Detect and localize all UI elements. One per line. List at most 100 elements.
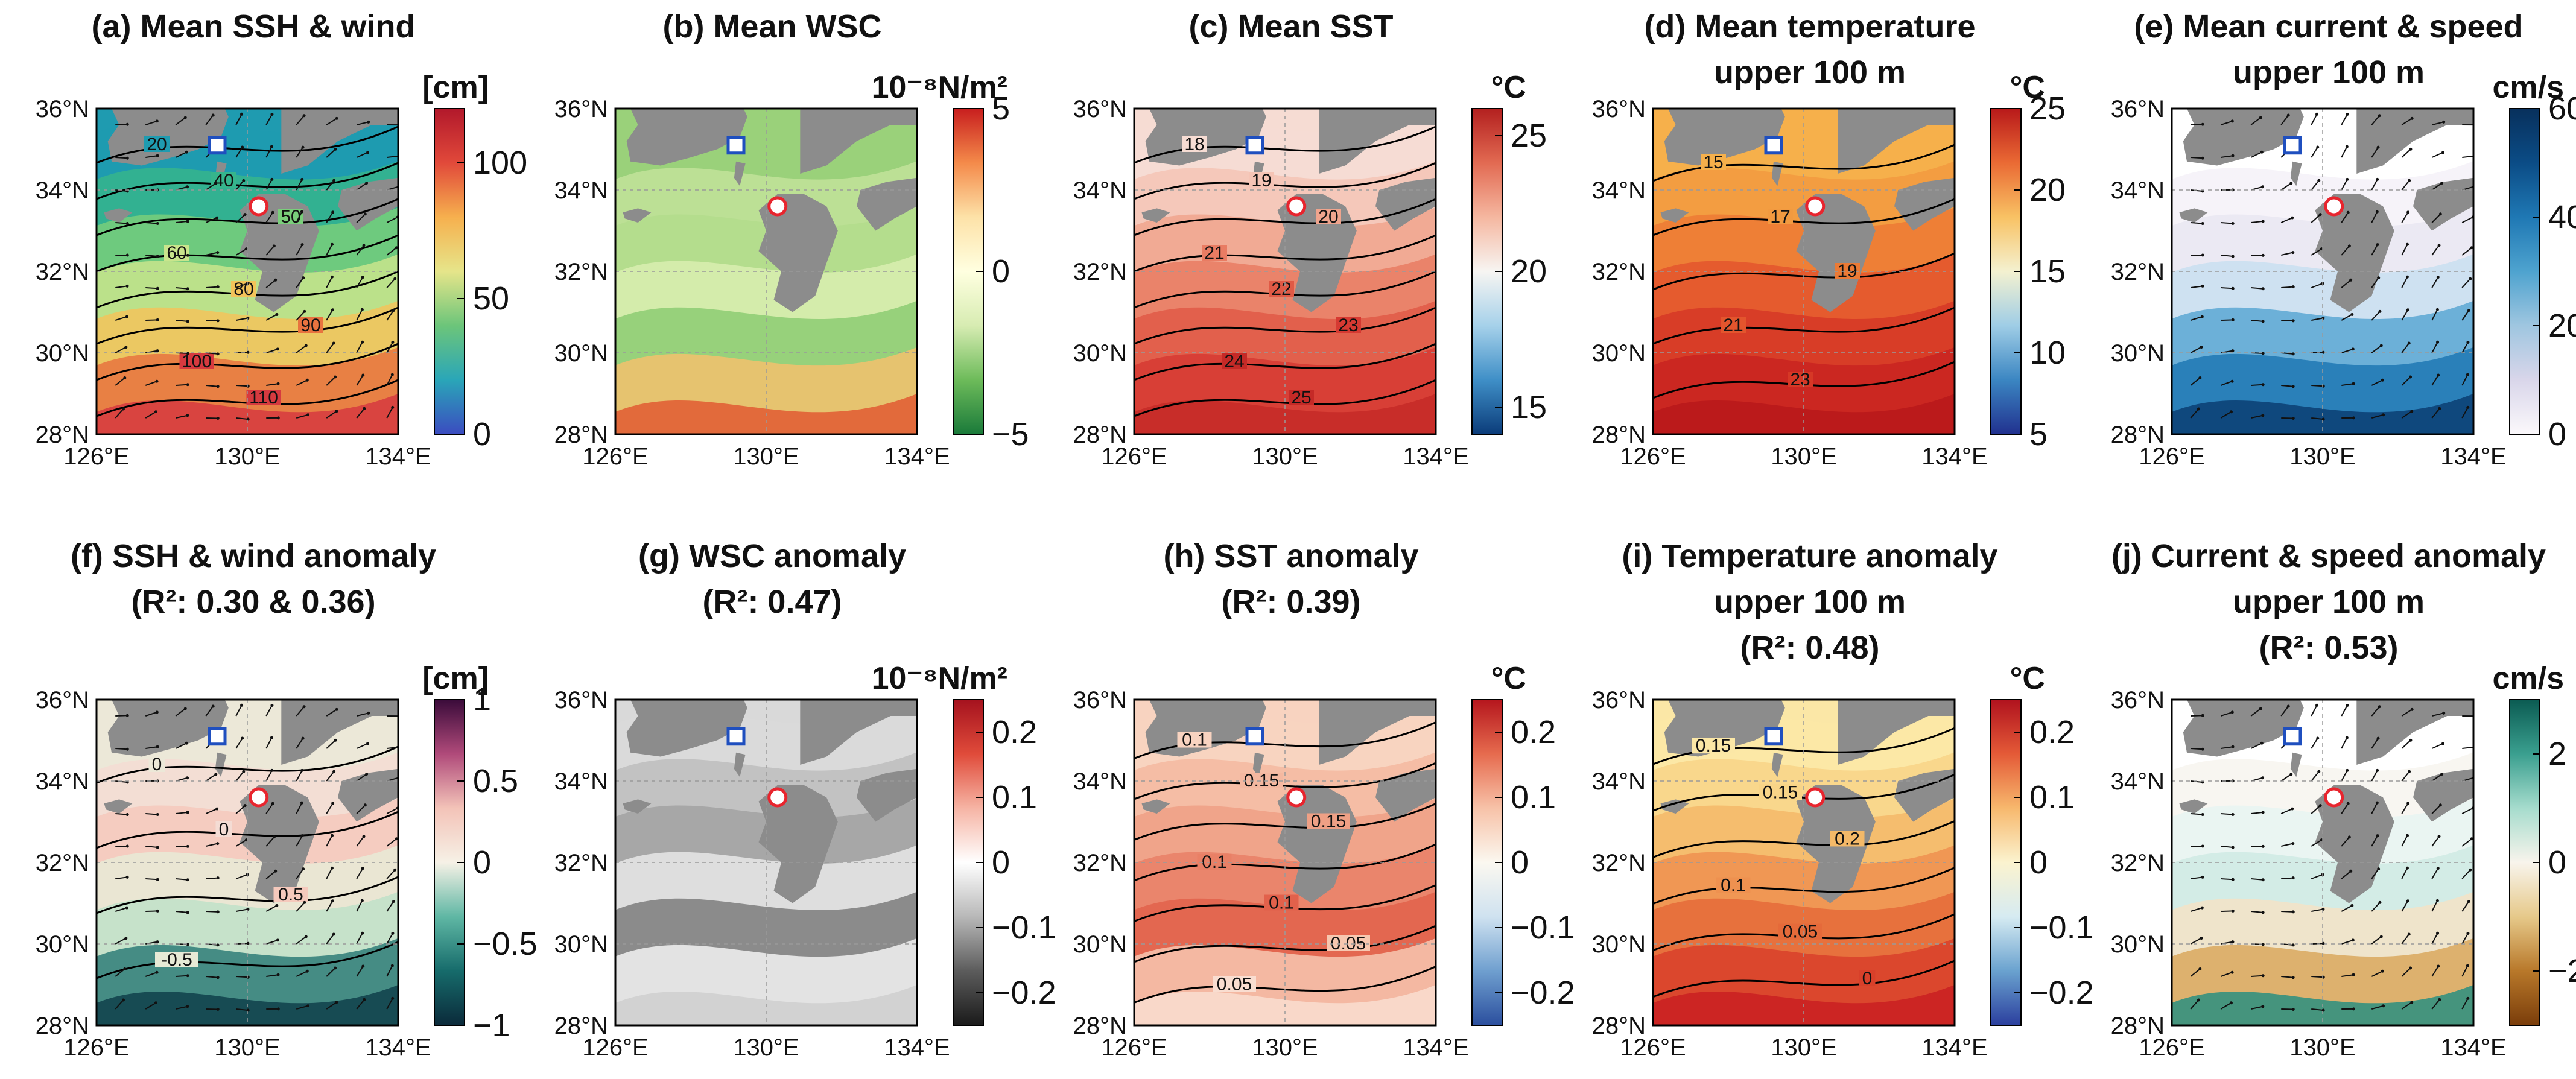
land-mass: [281, 700, 398, 765]
vector-head: [156, 878, 159, 881]
vector-head: [304, 344, 308, 347]
contour-label: 22: [1271, 279, 1291, 299]
map-frame: [1652, 698, 1956, 1027]
map-frame: [1133, 698, 1437, 1027]
vector-head: [2376, 145, 2380, 149]
vector-arrow: [206, 877, 218, 879]
vector-head: [186, 878, 189, 882]
vector-arrow: [2401, 835, 2408, 847]
vector-head: [2231, 154, 2235, 157]
vector-arrow: [265, 770, 273, 782]
land-mass: [857, 768, 917, 822]
vector-arrow: [115, 157, 128, 159]
contour-label-bg: [1177, 732, 1212, 748]
vector-arrow: [2461, 247, 2472, 256]
vector-arrow: [115, 876, 128, 879]
vector-arrow: [2461, 777, 2473, 782]
vector-head: [156, 318, 159, 321]
vector-head: [270, 177, 274, 181]
vector-head: [2261, 287, 2265, 291]
vector-arrow: [115, 999, 124, 1010]
vector-arrow: [145, 972, 157, 977]
vector-head: [2200, 315, 2204, 318]
site-circle-marker: [1286, 787, 1307, 808]
vector-head: [2231, 846, 2235, 849]
lat-tick-label: 30°N: [2111, 340, 2165, 367]
vector-arrow: [326, 376, 336, 386]
vector-head: [2442, 711, 2446, 715]
lat-tick-label: 28°N: [554, 1013, 608, 1039]
land-mass: [338, 177, 398, 231]
vector-head: [361, 373, 365, 377]
vector-arrow: [2251, 878, 2264, 881]
vector-head: [274, 869, 278, 873]
vector-head: [216, 842, 220, 846]
contour-label-bg: [1213, 976, 1256, 992]
vector-arrow: [326, 803, 334, 814]
vector-head: [2441, 151, 2445, 154]
vector-arrow: [115, 377, 125, 386]
vector-arrow: [2250, 742, 2262, 749]
vector-head: [240, 112, 244, 116]
lat-tick-label: 36°N: [2111, 687, 2165, 714]
lat-tick-label: 30°N: [2111, 931, 2165, 958]
vector-arrow: [145, 120, 157, 125]
vector-head: [332, 770, 336, 773]
contour-label-bg: [179, 353, 214, 369]
contour-label-bg: [1240, 773, 1283, 788]
vector-arrow: [386, 374, 393, 386]
colorbar-tick-label: 0.1: [2029, 779, 2075, 815]
vector-head: [2410, 410, 2414, 413]
vector-head: [214, 182, 218, 185]
vector-head: [2261, 776, 2265, 780]
vector-arrow: [326, 967, 336, 977]
lat-tick-label: 32°N: [2111, 850, 2165, 876]
contour-label-bg: [1222, 353, 1247, 369]
contour-label-bg: [1859, 970, 1876, 986]
vector-head: [332, 179, 336, 182]
vector-arrow: [386, 247, 397, 256]
vector-head: [2197, 407, 2200, 411]
vector-head: [2231, 349, 2235, 353]
vector-head: [301, 736, 305, 740]
vector-head: [2352, 1007, 2355, 1011]
vector-head: [2198, 376, 2202, 379]
vector-arrow: [326, 309, 334, 321]
vector-head: [186, 185, 189, 189]
contour-line: [1653, 867, 1955, 905]
vector-head: [2346, 177, 2349, 181]
vector-arrow: [235, 805, 246, 814]
vector-head: [186, 844, 189, 848]
vector-head: [270, 113, 274, 116]
vector-head: [2409, 147, 2413, 151]
vector-head: [331, 802, 335, 805]
vector-head: [2466, 964, 2469, 967]
vector-head: [2469, 277, 2472, 280]
vector-head: [2410, 116, 2414, 120]
colorbar: [2509, 108, 2540, 435]
contour-label: 21: [1723, 315, 1743, 335]
colorbar-tick-label: 0: [1511, 844, 1529, 881]
vector-head: [2376, 736, 2380, 740]
lon-tick-label: 126°E: [2139, 443, 2204, 470]
vector-arrow: [2190, 999, 2200, 1010]
vector-head: [2382, 413, 2385, 417]
colorbar: [434, 108, 465, 435]
contour-label: 23: [1338, 315, 1358, 335]
vector-arrow: [2190, 408, 2200, 419]
vector-head: [216, 1007, 220, 1011]
vector-head: [2231, 940, 2235, 944]
vector-head: [2381, 969, 2384, 973]
vector-arrow: [175, 742, 187, 749]
contour-line: [1653, 252, 1955, 291]
vector-arrow: [2461, 309, 2470, 321]
vector-arrow: [175, 151, 187, 158]
vector-head: [242, 179, 246, 182]
panel-subtitle: (R²: 0.39): [1221, 584, 1360, 620]
vector-arrow: [387, 746, 398, 749]
vector-arrow: [2431, 151, 2443, 158]
vector-head: [360, 899, 364, 902]
vector-head: [2291, 842, 2295, 846]
vector-head: [2376, 177, 2379, 181]
